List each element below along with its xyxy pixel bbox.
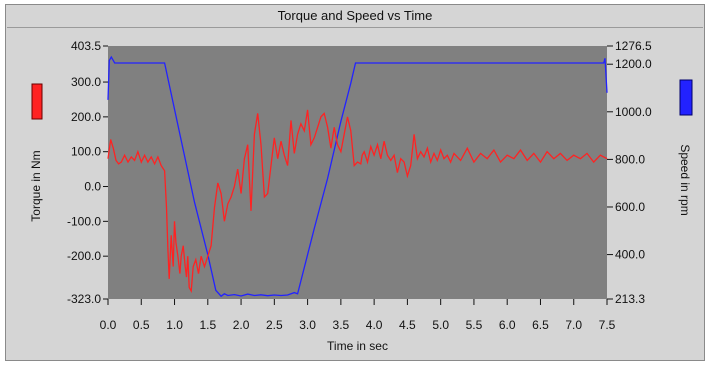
title-bar: Torque and Speed vs Time — [7, 7, 703, 28]
plot-area — [108, 46, 607, 299]
speed-legend-swatch — [679, 79, 693, 116]
torque-legend-swatch — [31, 83, 43, 120]
right-tick-label: 800.0 — [615, 152, 645, 166]
x-tick-label: 5.5 — [466, 318, 483, 332]
x-tick-label: 4.5 — [399, 318, 416, 332]
x-tick-label: 1.5 — [199, 318, 216, 332]
right-axis: 1276.5 1200.0 1000.0 800.0 600.0 400.0 213.3 — [607, 39, 652, 306]
right-tick-label: 400.0 — [615, 248, 645, 262]
x-tick-label: 2.5 — [266, 318, 283, 332]
left-tick-label: 403.5 — [71, 39, 101, 53]
x-tick-label: 7.5 — [599, 318, 616, 332]
left-axis: 403.5 300.0 200.0 100.0 0.0 -100.0 -200.0 -323.… — [67, 39, 108, 306]
left-tick-label: 200.0 — [71, 110, 101, 124]
x-tick-label: 0.5 — [133, 318, 150, 332]
x-tick-label: 6.0 — [499, 318, 516, 332]
chart-title: Torque and Speed vs Time — [277, 8, 433, 23]
left-axis-label: Torque in Nm — [29, 150, 43, 221]
x-tick-label: 3.5 — [333, 318, 350, 332]
right-tick-label: 1276.5 — [615, 39, 652, 53]
right-axis-label: Speed in rpm — [678, 144, 692, 215]
left-tick-label: 300.0 — [71, 75, 101, 89]
right-tick-label: 1000.0 — [615, 105, 652, 119]
x-tick-label: 6.5 — [532, 318, 549, 332]
x-tick-label: 5.0 — [432, 318, 449, 332]
x-axis-label: Time in sec — [327, 339, 388, 353]
x-tick-label: 2.0 — [233, 318, 250, 332]
left-tick-label: 0.0 — [84, 180, 101, 194]
x-tick-label: 1.0 — [166, 318, 183, 332]
x-tick-label: 0.0 — [100, 318, 117, 332]
right-tick-label: 1200.0 — [615, 57, 652, 71]
x-tick-label: 4.0 — [366, 318, 383, 332]
torque-series-line — [107, 109, 608, 294]
right-tick-label: 213.3 — [615, 292, 645, 306]
speed-series-line — [107, 55, 608, 298]
right-tick-label: 600.0 — [615, 200, 645, 214]
left-tick-label: -200.0 — [67, 249, 101, 263]
x-tick-label: 3.0 — [299, 318, 316, 332]
left-tick-label: -100.0 — [67, 214, 101, 228]
x-tick-label: 7.0 — [565, 318, 582, 332]
left-tick-label: 100.0 — [71, 145, 101, 159]
x-axis: 0.0 0.5 1.0 1.5 2.0 2.5 3.0 3.5 4.0 4.5 5.0 5.5 6.0 6… — [100, 299, 616, 332]
left-tick-label: -323.0 — [67, 292, 101, 306]
